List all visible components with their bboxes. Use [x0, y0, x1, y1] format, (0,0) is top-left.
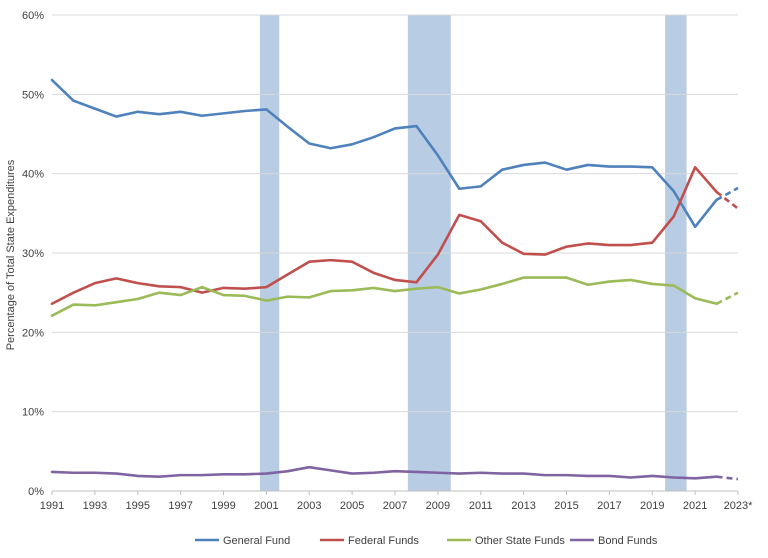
- x-tick-label: 2011: [469, 500, 493, 512]
- x-tick-label: 1999: [211, 500, 235, 512]
- legend-label: Other State Funds: [475, 535, 565, 547]
- y-tick-label: 40%: [22, 169, 44, 181]
- legend-label: General Fund: [223, 535, 290, 547]
- y-tick-label: 60%: [22, 10, 44, 22]
- x-tick-label: 2021: [683, 500, 707, 512]
- x-tick-label: 1995: [126, 500, 150, 512]
- series-projection-line: [716, 475, 739, 481]
- series-lines: [50, 78, 739, 481]
- series-line: [50, 465, 718, 480]
- x-tick-label: 1993: [83, 500, 107, 512]
- x-tick-label: 1991: [40, 500, 64, 512]
- y-tick-label: 10%: [22, 407, 44, 419]
- x-tick-label: 2023*: [724, 500, 753, 512]
- series-line: [50, 166, 718, 306]
- legend-label: Federal Funds: [348, 535, 419, 547]
- y-axis-ticks: 0% 10% 20% 30% 40% 50% 60%: [22, 10, 44, 498]
- series-projection-line: [715, 186, 739, 201]
- gridlines: [52, 14, 738, 492]
- series-projection-line: [715, 291, 739, 305]
- x-tick-label: 2017: [597, 500, 621, 512]
- series-line: [50, 276, 718, 317]
- x-tick-label: 2013: [511, 500, 535, 512]
- legend: General Fund Federal Funds Other State Fun…: [195, 535, 658, 547]
- series-projection-line: [715, 190, 739, 210]
- x-tick-label: 2005: [340, 500, 364, 512]
- x-tick-label: 2015: [554, 500, 578, 512]
- y-tick-label: 30%: [22, 248, 44, 260]
- x-axis-ticks: 1991 1993 1995 1997 1999 2001 2003 2005 2007 2009…: [40, 491, 753, 512]
- y-axis-label: Percentage of Total State Expenditures: [5, 159, 17, 350]
- legend-label: Bond Funds: [598, 535, 658, 547]
- x-tick-label: 2001: [254, 500, 278, 512]
- x-tick-label: 2003: [297, 500, 321, 512]
- x-tick-label: 1997: [168, 500, 192, 512]
- series-line: [50, 78, 718, 229]
- y-tick-label: 50%: [22, 89, 44, 101]
- x-tick-label: 2007: [383, 500, 407, 512]
- x-tick-label: 2019: [640, 500, 664, 512]
- x-tick-label: 2009: [426, 500, 450, 512]
- y-tick-label: 0%: [28, 486, 44, 498]
- y-tick-label: 20%: [22, 327, 44, 339]
